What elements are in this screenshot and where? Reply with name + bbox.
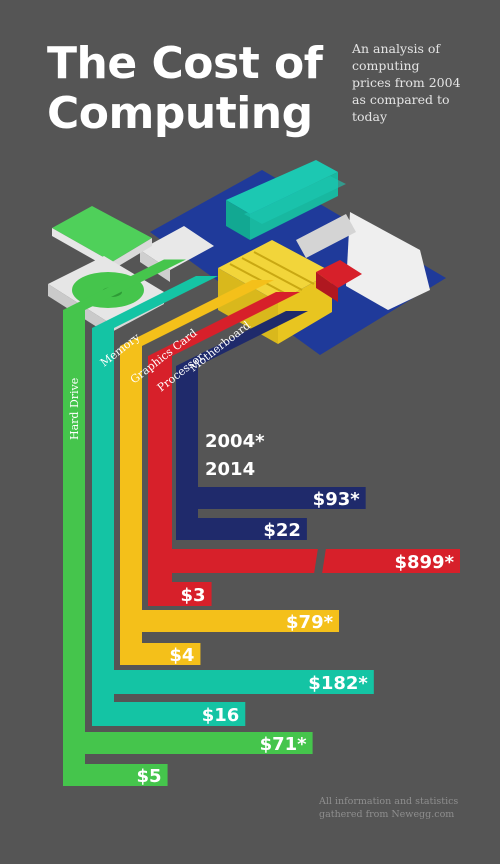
value-label-2014: $3: [181, 585, 206, 606]
legend-2014: 2014: [205, 459, 256, 480]
title-line-1: The Cost of: [47, 38, 323, 89]
subtitle: An analysis of computing prices from 200…: [352, 40, 472, 125]
value-label-2014: $5: [137, 766, 162, 787]
subtitle-line: computing: [352, 58, 420, 73]
connector-memory: [92, 276, 218, 328]
connector-hard-drive: [63, 259, 186, 310]
bar-2004-motherboard: [176, 487, 366, 509]
bar-2014-hard-drive: [63, 764, 168, 786]
io-ports-icon: [346, 212, 430, 310]
pci-slot-icon: [140, 226, 214, 270]
connector-graphics-card: [120, 280, 274, 346]
bar-2004-memory: [92, 670, 374, 694]
footnote-line: gathered from Newegg.com: [319, 809, 455, 820]
value-label-2004: $93*: [313, 489, 361, 510]
subtitle-line: today: [352, 109, 388, 124]
stem-motherboard: [176, 366, 198, 540]
bar-2014-motherboard: [176, 518, 307, 540]
processor-icon: [316, 260, 362, 288]
subtitle-line: An analysis of: [352, 41, 441, 56]
bar-2004-processor: [148, 549, 460, 573]
category-connectors: [63, 259, 308, 366]
value-labels: $93* $22 $899* $3 $79* $4 $182* $16 $71* $5: [137, 489, 455, 787]
bars: [63, 310, 460, 786]
value-label-2004: $79*: [286, 612, 334, 633]
connector-processor: [148, 292, 300, 356]
stem-graphics-card: [120, 346, 142, 665]
value-label-2014: $16: [202, 705, 240, 726]
value-label-2004: $899*: [394, 552, 454, 573]
connector-motherboard: [176, 311, 308, 366]
footnote: All information and statistics gathered …: [319, 795, 489, 821]
stem-memory: [92, 328, 114, 726]
axis-break-mark: [314, 548, 326, 574]
value-label-2004: $182*: [308, 673, 368, 694]
bar-2014-memory: [92, 702, 246, 726]
bar-2014-graphics-card: [120, 643, 201, 665]
title-line-2: Computing: [47, 88, 313, 139]
legend-2004: 2004*: [205, 431, 265, 452]
memory-sticks-icon: [226, 160, 346, 240]
subtitle-line: as compared to: [352, 92, 450, 107]
category-label: Hard Drive: [68, 378, 81, 440]
subtitle-line: prices from 2004: [352, 75, 461, 90]
value-label-2014: $22: [263, 520, 301, 541]
bar-2004-hard-drive: [63, 732, 313, 754]
bar-2014-processor: [148, 582, 212, 606]
value-label-2014: $4: [169, 645, 194, 666]
bar-2004-graphics-card: [120, 610, 340, 632]
footnote-line: All information and statistics: [319, 796, 459, 807]
value-label-2004: $71*: [260, 734, 308, 755]
stem-hard-drive: [63, 310, 85, 786]
